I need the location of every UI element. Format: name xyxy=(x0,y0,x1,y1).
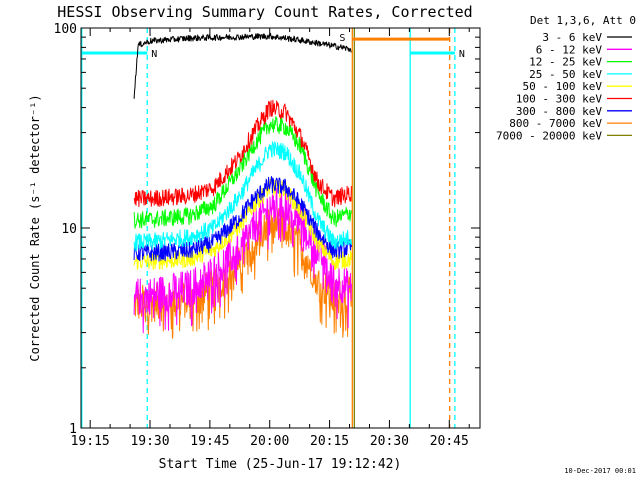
x-tick-label-1: 19:30 xyxy=(130,434,169,449)
legend-label-5: 100 - 300 keV xyxy=(516,93,602,106)
y-tick-label-0: 1 xyxy=(69,422,77,437)
chart-title: HESSI Observing Summary Count Rates, Cor… xyxy=(57,3,472,21)
legend-label-6: 300 - 800 keV xyxy=(516,105,602,118)
footer-timestamp: 10-Dec-2017 00:01 xyxy=(564,467,636,475)
series-line-1 xyxy=(133,185,352,334)
legend-label-1: 6 - 12 keV xyxy=(536,43,603,56)
x-tick-label-0: 19:15 xyxy=(71,434,110,449)
legend-label-0: 3 - 6 keV xyxy=(542,31,602,44)
legend-title: Det 1,3,6, Att 0 xyxy=(530,14,636,27)
legend-label-7: 800 - 7000 keV xyxy=(509,117,602,130)
overlay-markers: N N S xyxy=(81,28,465,428)
y-tick-label-1: 10 xyxy=(61,222,77,237)
y-tick-label-2: 100 xyxy=(54,22,77,37)
x-tick-label-2: 19:45 xyxy=(190,434,229,449)
y-axis-label: Corrected Count Rate (s⁻¹ detector⁻¹) xyxy=(28,94,42,361)
x-tick-label-6: 20:45 xyxy=(430,434,469,449)
series-line-0 xyxy=(133,32,352,99)
legend-label-2: 12 - 25 keV xyxy=(529,56,602,69)
x-tick-label-4: 20:15 xyxy=(310,434,349,449)
x-tick-label-3: 20:00 xyxy=(250,434,289,449)
legend-label-3: 25 - 50 keV xyxy=(529,68,602,81)
legend-label-8: 7000 - 20000 keV xyxy=(496,129,602,142)
x-tick-label-5: 20:30 xyxy=(370,434,409,449)
series-line-3 xyxy=(133,141,352,252)
night-marker-label-0: N xyxy=(151,49,157,60)
series-line-6 xyxy=(133,176,352,262)
night-marker-label-1: N xyxy=(459,49,465,60)
x-axis-label: Start Time (25-Jun-17 19:12:42) xyxy=(159,457,402,472)
legend-label-4: 50 - 100 keV xyxy=(523,80,603,93)
series-layer xyxy=(133,32,352,339)
saa-marker-label: S xyxy=(339,33,345,44)
x-axis-ticks: 19:15 19:30 19:45 20:00 20:15 20:30 20:45 xyxy=(71,28,470,449)
y-axis-ticks: 1 10 100 xyxy=(54,22,480,437)
series-line-5 xyxy=(133,99,352,208)
